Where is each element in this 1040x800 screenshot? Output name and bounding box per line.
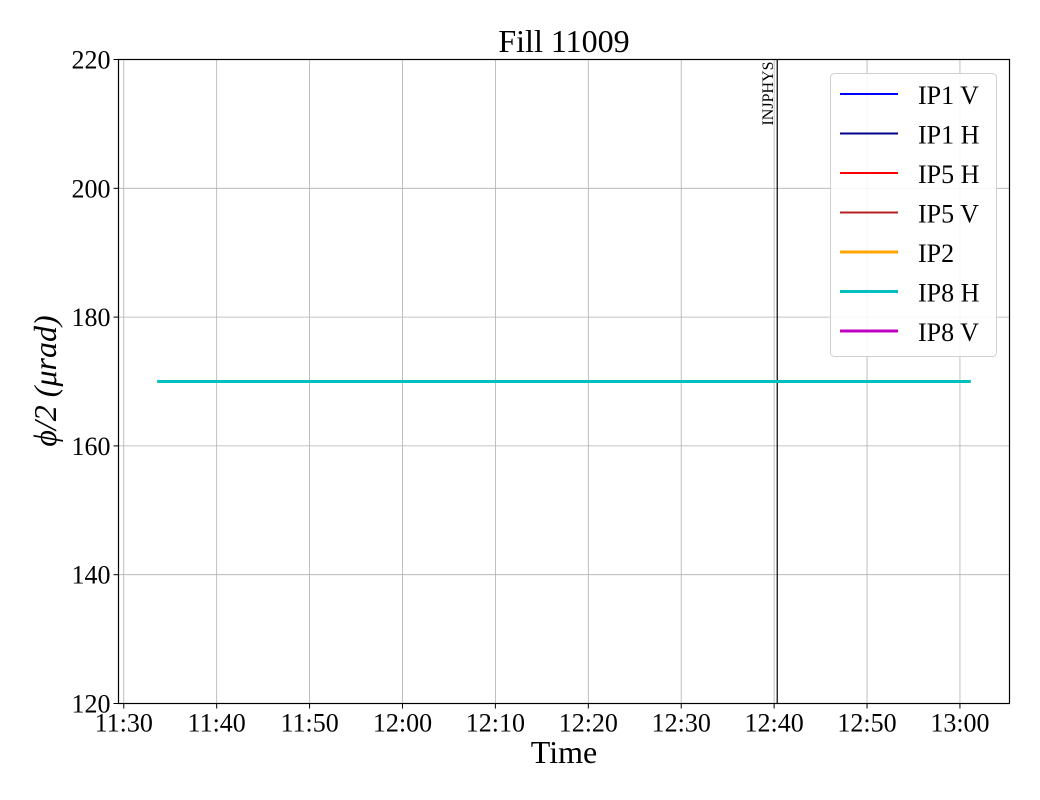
x-tick-label: 12:20 <box>559 709 618 738</box>
legend-box <box>830 73 997 357</box>
x-tick-label: 11:40 <box>188 709 246 738</box>
x-tick-label: 12:10 <box>466 709 525 738</box>
x-tick-label: 12:00 <box>373 709 432 738</box>
chart-title: Fill 11009 <box>498 23 629 59</box>
x-tick-label: 12:40 <box>745 709 804 738</box>
x-tick-label: 11:50 <box>280 709 338 738</box>
x-tick-label: 12:50 <box>837 709 896 738</box>
y-tick-label: 180 <box>72 303 111 332</box>
y-tick-label: 200 <box>72 174 111 203</box>
legend: IP1 V IP1 H IP5 H IP5 V IP2 IP8 H IP8 V <box>830 73 997 357</box>
ticks: 120 140 160 180 200 220 11:30 11:40 11:50 12:00 12… <box>72 46 990 738</box>
x-tick-label: 11:30 <box>95 709 153 738</box>
y-axis-label: ϕ/2 (μrad) <box>27 315 63 446</box>
x-tick-label: 13:00 <box>930 709 989 738</box>
annotation-label: INJPHYS <box>760 62 777 126</box>
legend-label: IP5 V <box>918 200 979 229</box>
legend-label: IP5 H <box>918 160 980 189</box>
legend-label: IP8 H <box>918 279 980 308</box>
y-tick-label: 140 <box>72 561 111 590</box>
legend-label: IP1 V <box>918 81 979 110</box>
legend-label: IP2 <box>918 239 954 268</box>
plot-frame <box>117 58 1011 705</box>
legend-label: IP8 V <box>918 318 979 347</box>
x-axis-label: Time <box>531 734 597 770</box>
y-tick-label: 120 <box>72 690 111 719</box>
legend-label: IP1 H <box>918 121 980 150</box>
y-tick-label: 160 <box>72 432 111 461</box>
y-tick-label: 220 <box>72 46 111 75</box>
x-tick-label: 12:30 <box>652 709 711 738</box>
